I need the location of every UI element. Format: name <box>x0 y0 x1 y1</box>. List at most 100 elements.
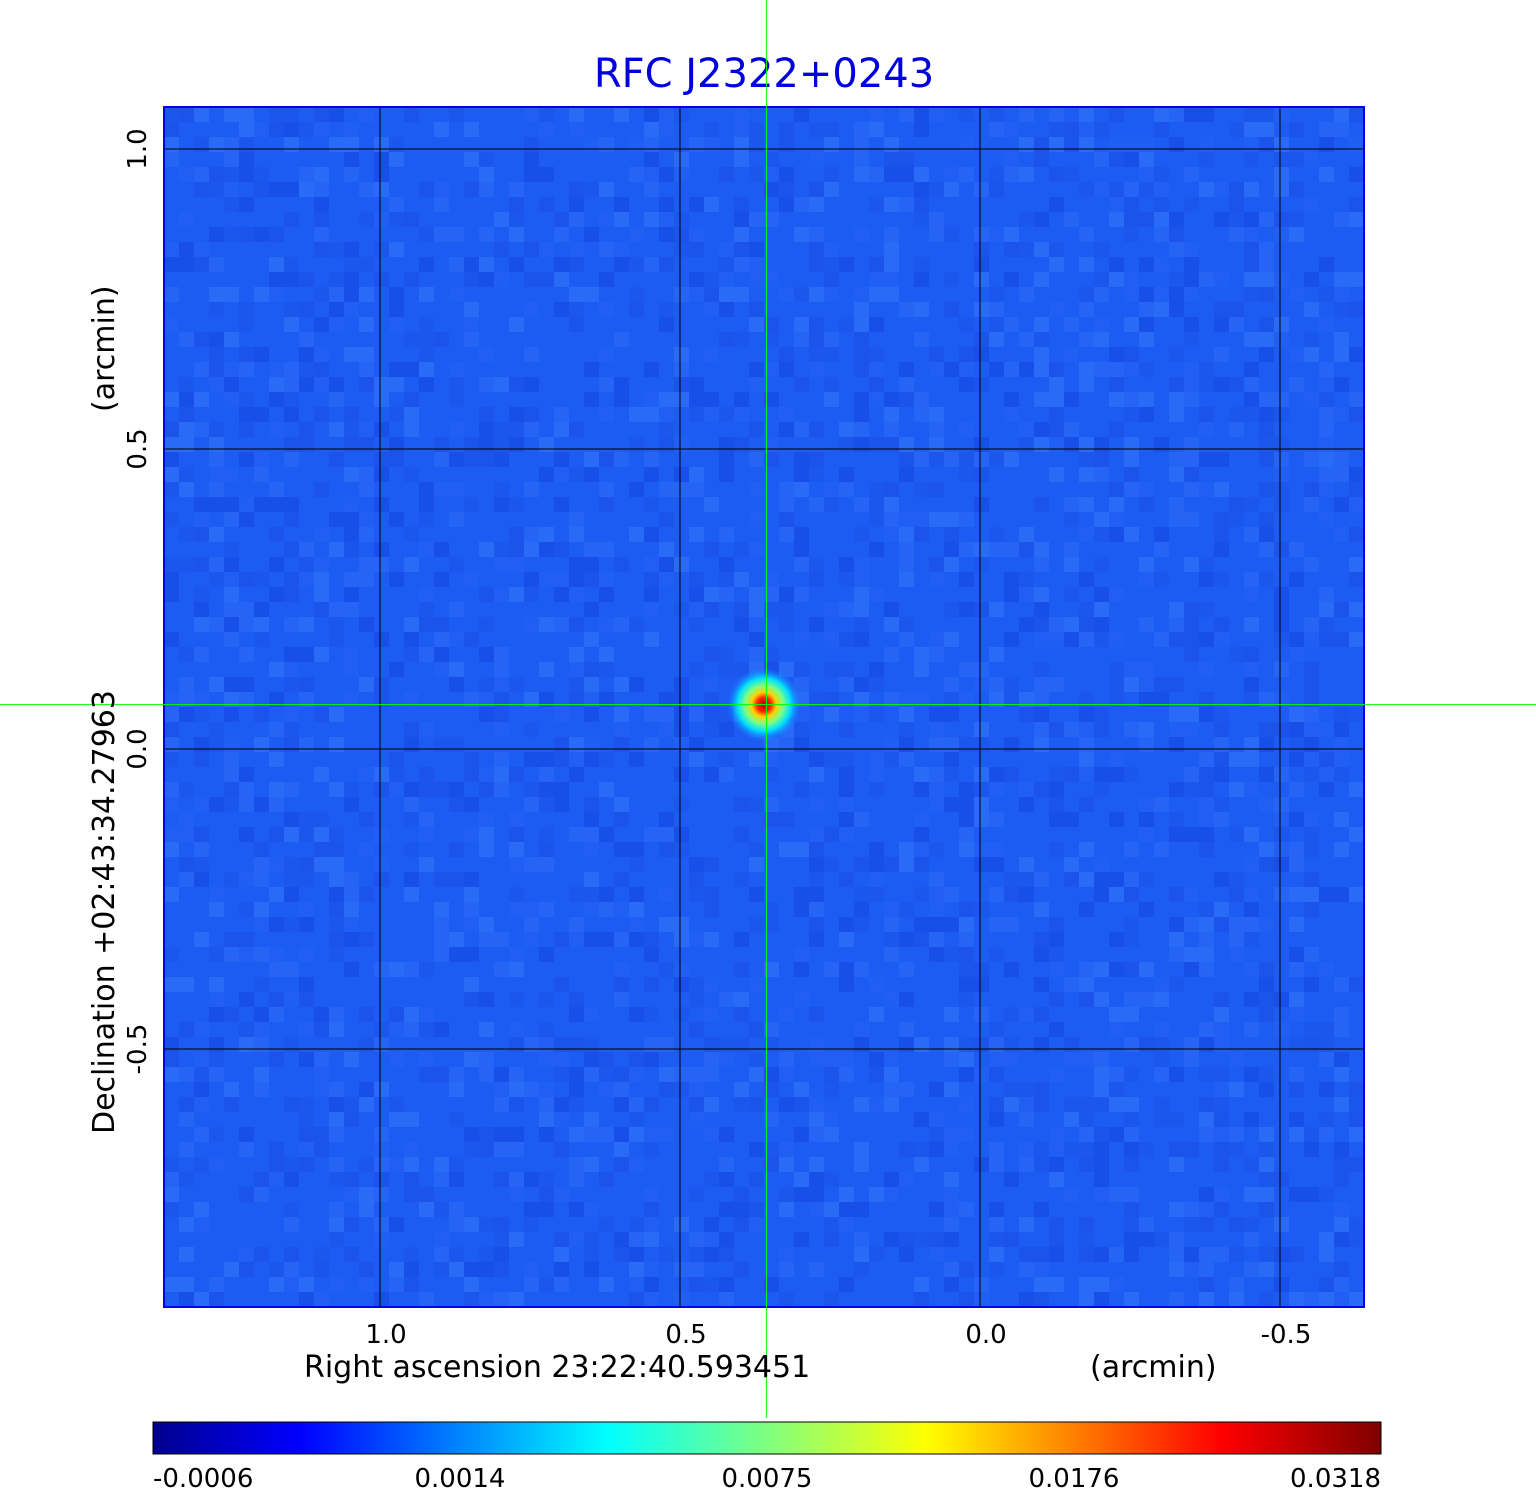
noise-cell <box>554 587 569 602</box>
noise-cell <box>974 857 989 872</box>
noise-cell <box>1019 1217 1034 1232</box>
noise-cell <box>1334 347 1349 362</box>
noise-cell <box>1094 722 1109 737</box>
noise-cell <box>299 872 314 887</box>
noise-cell <box>884 947 899 962</box>
noise-cell <box>1244 257 1259 272</box>
noise-cell <box>614 842 629 857</box>
noise-cell <box>764 437 779 452</box>
noise-cell <box>629 287 644 302</box>
noise-cell <box>1229 917 1244 932</box>
noise-cell <box>1244 587 1259 602</box>
noise-cell <box>1199 362 1214 377</box>
noise-cell <box>434 932 449 947</box>
noise-cell <box>689 1022 704 1037</box>
noise-cell <box>374 857 389 872</box>
noise-cell <box>314 1247 329 1262</box>
noise-cell <box>644 527 659 542</box>
noise-cell <box>1094 1277 1109 1292</box>
noise-cell <box>1079 692 1094 707</box>
noise-cell <box>824 482 839 497</box>
noise-cell <box>749 362 764 377</box>
noise-cell <box>659 317 674 332</box>
noise-cell <box>1094 452 1109 467</box>
noise-cell <box>1319 257 1334 272</box>
noise-cell <box>554 1142 569 1157</box>
noise-cell <box>329 542 344 557</box>
noise-cell <box>809 1037 824 1052</box>
noise-cell <box>854 572 869 587</box>
noise-cell <box>1319 512 1334 527</box>
noise-cell <box>494 1142 509 1157</box>
noise-cell <box>1079 182 1094 197</box>
noise-cell <box>1079 977 1094 992</box>
noise-cell <box>479 1247 494 1262</box>
noise-cell <box>1049 1067 1064 1082</box>
noise-cell <box>509 827 524 842</box>
noise-cell <box>914 482 929 497</box>
noise-cell <box>419 1187 434 1202</box>
noise-cell <box>1259 1082 1274 1097</box>
noise-cell <box>434 647 449 662</box>
noise-cell <box>1244 362 1259 377</box>
noise-cell <box>1214 317 1229 332</box>
noise-cell <box>509 542 524 557</box>
noise-cell <box>989 302 1004 317</box>
noise-cell <box>1214 872 1229 887</box>
noise-cell <box>524 782 539 797</box>
noise-cell <box>764 1037 779 1052</box>
noise-cell <box>1004 272 1019 287</box>
noise-cell <box>989 1217 1004 1232</box>
noise-cell <box>929 572 944 587</box>
noise-cell <box>1349 572 1364 587</box>
noise-cell <box>329 1007 344 1022</box>
noise-cell <box>269 272 284 287</box>
noise-cell <box>734 572 749 587</box>
noise-cell <box>314 317 329 332</box>
noise-cell <box>809 1262 824 1277</box>
noise-cell <box>554 467 569 482</box>
noise-cell <box>584 1067 599 1082</box>
noise-cell <box>1124 1127 1139 1142</box>
noise-cell <box>944 362 959 377</box>
noise-cell <box>224 632 239 647</box>
noise-cell <box>329 1232 344 1247</box>
noise-cell <box>1109 527 1124 542</box>
y-tick-label: 0.5 <box>123 428 153 469</box>
noise-cell <box>719 722 734 737</box>
noise-cell <box>584 467 599 482</box>
noise-cell <box>1319 137 1334 152</box>
noise-cell <box>1064 557 1079 572</box>
noise-cell <box>1349 887 1364 902</box>
noise-cell <box>959 962 974 977</box>
noise-cell <box>914 392 929 407</box>
noise-cell <box>1169 1142 1184 1157</box>
noise-cell <box>1259 407 1274 422</box>
noise-cell <box>1094 992 1109 1007</box>
noise-cell <box>1184 392 1199 407</box>
noise-cell <box>269 287 284 302</box>
noise-cell <box>1079 572 1094 587</box>
noise-cell <box>479 1067 494 1082</box>
noise-cell <box>809 887 824 902</box>
noise-cell <box>569 122 584 137</box>
noise-cell <box>914 512 929 527</box>
noise-cell <box>914 857 929 872</box>
noise-cell <box>1169 1232 1184 1247</box>
noise-cell <box>1319 167 1334 182</box>
noise-cell <box>554 617 569 632</box>
noise-cell <box>1289 947 1304 962</box>
noise-cell <box>1214 752 1229 767</box>
noise-cell <box>824 497 839 512</box>
noise-cell <box>509 1187 524 1202</box>
noise-cell <box>974 437 989 452</box>
noise-cell <box>929 347 944 362</box>
noise-cell <box>284 212 299 227</box>
noise-cell <box>1004 122 1019 137</box>
noise-cell <box>344 512 359 527</box>
noise-cell <box>239 647 254 662</box>
noise-cell <box>734 1097 749 1112</box>
noise-cell <box>884 242 899 257</box>
noise-cell <box>674 242 689 257</box>
noise-cell <box>899 362 914 377</box>
